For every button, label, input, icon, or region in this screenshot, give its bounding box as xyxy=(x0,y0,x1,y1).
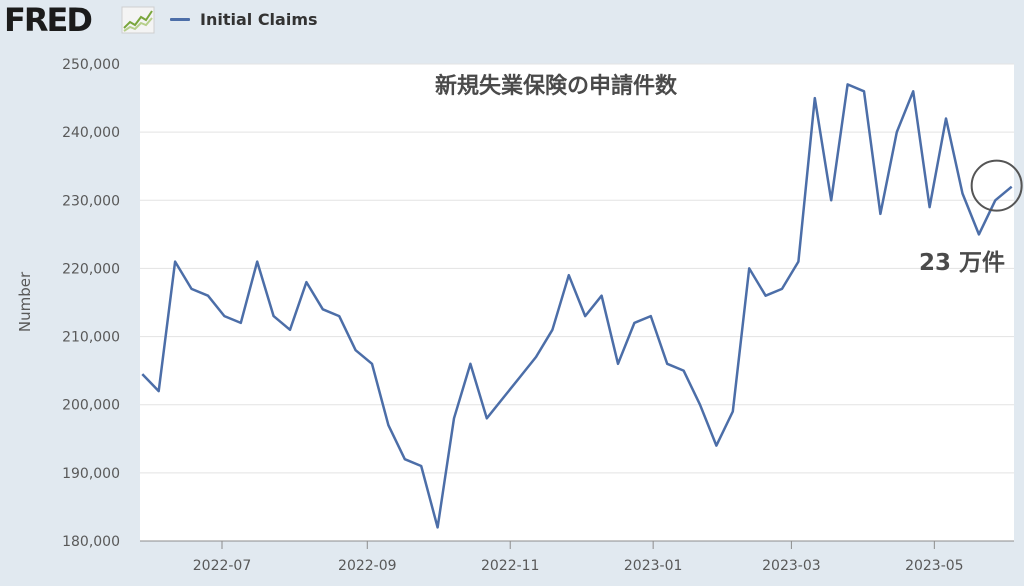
chart-title: 新規失業保険の申請件数 xyxy=(435,73,678,99)
fred-logo[interactable]: FRED xyxy=(4,1,93,39)
series-line xyxy=(141,83,1013,529)
legend-label: Initial Claims xyxy=(200,9,318,29)
y-tick-label: 190,000 xyxy=(62,466,120,482)
x-tick-label: 2023-05 xyxy=(905,558,964,574)
x-tick-label: 2022-09 xyxy=(338,558,397,574)
legend-swatch xyxy=(170,17,190,21)
x-tick-label: 2023-01 xyxy=(624,558,683,574)
y-tick-label: 220,000 xyxy=(62,261,120,277)
y-tick-label: 210,000 xyxy=(62,330,120,346)
y-tick-label: 230,000 xyxy=(62,193,120,209)
x-tick-label: 2023-03 xyxy=(762,558,821,574)
y-tick-label: 240,000 xyxy=(62,125,120,141)
y-tick-label: 180,000 xyxy=(62,534,120,550)
plot-area xyxy=(140,64,1014,541)
y-axis-label: Number xyxy=(16,271,34,332)
x-tick-label: 2022-07 xyxy=(193,558,252,574)
series-lines xyxy=(141,83,1013,529)
y-tick-label: 250,000 xyxy=(62,57,120,73)
highlight-circle xyxy=(970,159,1023,212)
x-tick-label: 2022-11 xyxy=(481,558,540,574)
legend[interactable]: Initial Claims xyxy=(170,8,318,30)
x-axis-ticks: 2022-07 2022-09 2022-11 2023-01 2023-03 2023-… xyxy=(140,540,1014,574)
y-axis-ticks: 180,000 190,000 200,000 210,000 220,000 230,0… xyxy=(62,57,120,550)
header: FRED Initial Claims xyxy=(0,0,1024,40)
fred-logo-chart-icon xyxy=(121,6,155,34)
y-tick-label: 200,000 xyxy=(62,398,120,414)
annotation-label: 23 万件 xyxy=(919,250,1005,276)
